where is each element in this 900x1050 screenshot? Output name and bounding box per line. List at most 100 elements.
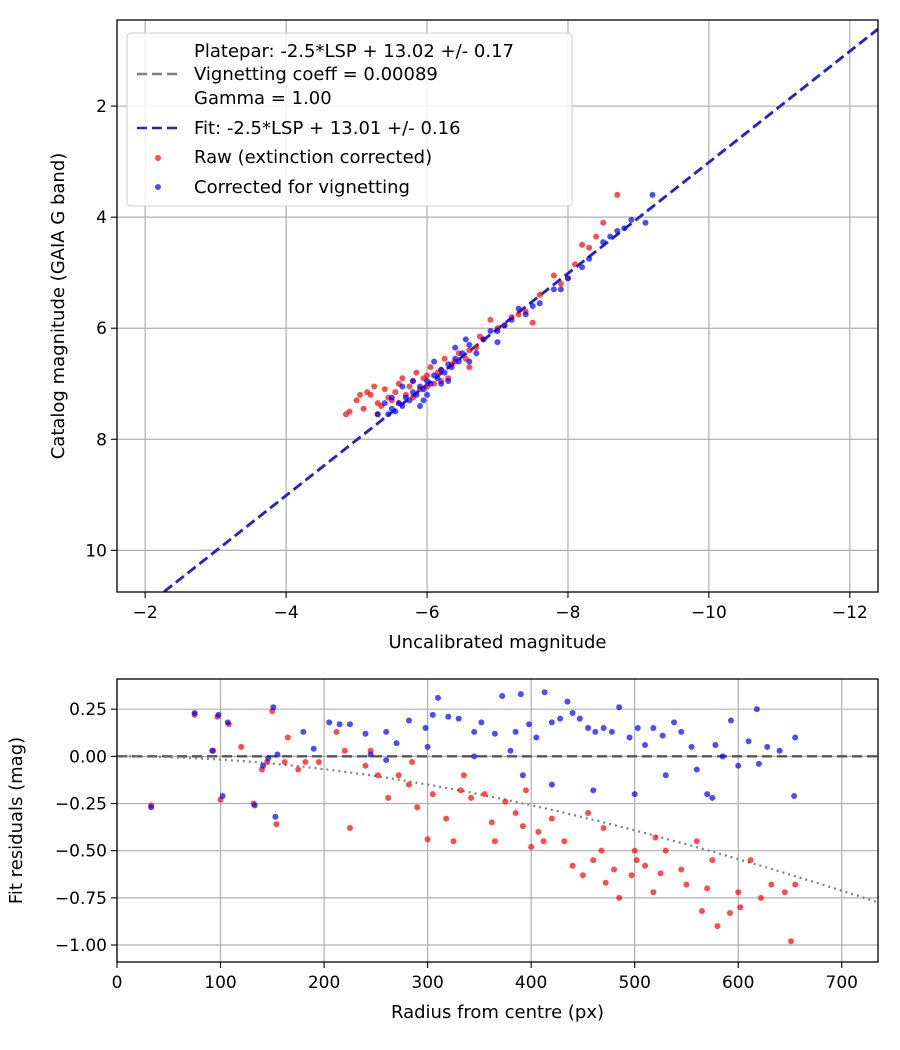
data-point (517, 691, 524, 698)
data-point (487, 316, 494, 323)
data-point (540, 838, 547, 845)
data-point (385, 794, 392, 801)
data-point (259, 762, 266, 769)
x-tick-label: 300 (411, 973, 443, 993)
x-tick-label: 400 (515, 973, 547, 993)
data-point (528, 843, 535, 850)
data-point (657, 870, 664, 877)
data-point (409, 377, 416, 384)
data-point (557, 286, 564, 293)
data-point (616, 894, 623, 901)
data-point (434, 375, 441, 382)
data-point (614, 228, 621, 235)
data-point (427, 364, 434, 371)
data-point (652, 834, 659, 841)
data-point (662, 772, 669, 779)
data-point (548, 719, 555, 726)
data-point (683, 881, 690, 888)
data-point (362, 730, 369, 737)
data-point (326, 719, 333, 726)
data-point (357, 391, 364, 398)
data-point (443, 815, 450, 822)
data-point (704, 791, 711, 798)
data-point (512, 728, 519, 735)
data-point (598, 847, 605, 854)
data-point (450, 838, 457, 845)
x-tick-label: 600 (722, 973, 754, 993)
data-point (671, 719, 678, 726)
data-point (755, 760, 762, 767)
x-tick-label: 100 (204, 973, 236, 993)
data-point (602, 879, 609, 886)
data-point (678, 866, 685, 873)
data-point (698, 908, 705, 915)
data-point (209, 747, 216, 754)
data-point (792, 881, 799, 888)
data-point (491, 838, 498, 845)
data-point (383, 757, 390, 764)
y-tick-label: −0.25 (55, 795, 107, 815)
data-point (650, 889, 657, 896)
y-tick-label: −0.75 (55, 889, 107, 909)
data-point (281, 759, 288, 766)
data-point (399, 402, 406, 409)
data-point (526, 721, 533, 728)
data-point (310, 745, 317, 752)
data-point (473, 350, 480, 357)
data-point (642, 742, 649, 749)
data-point (564, 698, 571, 705)
data-point (300, 728, 307, 735)
legend-label: Gamma = 1.00 (194, 88, 332, 109)
data-point (431, 358, 438, 365)
data-point (745, 738, 752, 745)
data-point (424, 836, 431, 843)
x-tick-label: −6 (415, 603, 440, 623)
data-point (659, 732, 666, 739)
data-point (385, 411, 392, 418)
data-point (507, 747, 514, 754)
data-point (501, 322, 508, 329)
data-point (535, 828, 542, 835)
data-point (224, 719, 231, 726)
data-point (413, 369, 420, 376)
y-tick-label: 0.25 (69, 700, 107, 720)
data-point (362, 762, 369, 769)
data-point (572, 261, 579, 268)
y-tick-label: 6 (96, 319, 107, 339)
data-point (445, 713, 452, 720)
data-point (529, 303, 536, 309)
data-point (364, 389, 371, 396)
data-point (522, 787, 529, 794)
data-point (747, 857, 754, 864)
x-tick-label: −8 (555, 603, 580, 623)
data-point (579, 264, 586, 271)
data-point (445, 377, 452, 384)
data-point (399, 375, 406, 382)
data-point (621, 225, 628, 232)
data-point (265, 755, 272, 762)
data-point (413, 391, 420, 398)
data-point (346, 825, 353, 832)
data-point (614, 191, 621, 198)
data-point (367, 751, 374, 758)
data-point (383, 728, 390, 735)
data-point (631, 847, 638, 854)
data-point (579, 241, 586, 248)
data-point (215, 711, 222, 718)
bottom-grid (116, 679, 878, 962)
data-point (424, 391, 431, 398)
data-point (616, 704, 623, 711)
y-tick-label: 2 (96, 97, 107, 117)
data-point (270, 704, 277, 711)
bottom-chart: 0 100 200 300 400 500 600 700 0.25 0.00 −0.25 −0.50… (6, 678, 879, 1023)
top-plot-frame (116, 19, 879, 593)
data-point (360, 405, 367, 412)
top-legend: Platepar: -2.5*LSP + 13.02 +/- 0.17Vigne… (126, 32, 573, 207)
data-point (273, 821, 280, 828)
data-point (441, 369, 448, 376)
data-point (753, 706, 760, 713)
data-point (468, 794, 475, 801)
data-point (399, 383, 406, 390)
data-point (712, 742, 719, 749)
data-point (441, 355, 448, 362)
